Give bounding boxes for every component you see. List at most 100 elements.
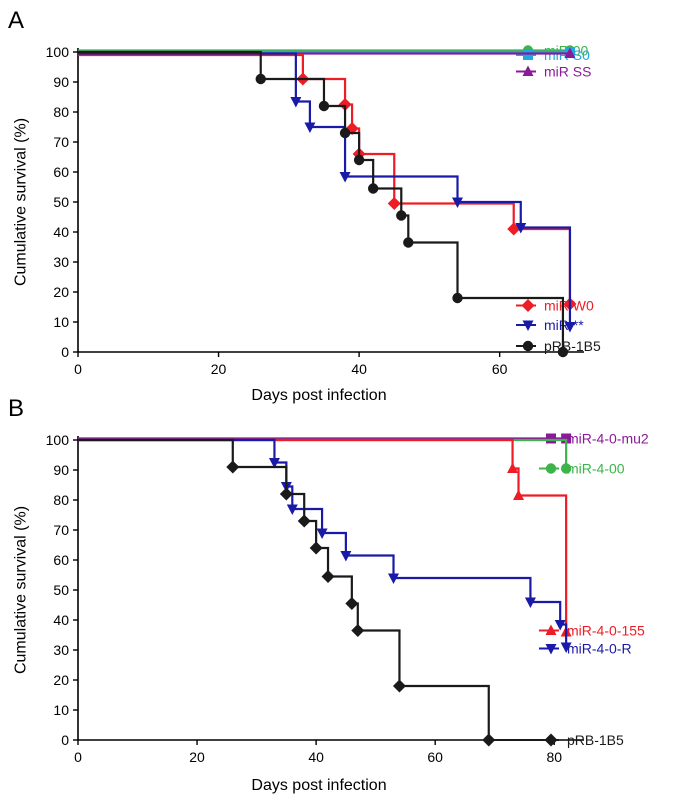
data-point-prb-1b5: [297, 514, 311, 528]
panel-letter-a: A: [8, 7, 24, 34]
x-tick-label: 20: [189, 749, 205, 765]
data-point-prb-1b5: [403, 237, 414, 248]
data-point-prb-1b5: [309, 541, 323, 555]
legend-label-mir-4-00: miR-4-00: [567, 461, 625, 477]
data-point-prb-1b5: [396, 210, 407, 221]
y-tick-label: 0: [61, 732, 69, 748]
y-axis-title: Cumulative survival (%): [13, 118, 30, 286]
panel-b: B 0 10 20 30 40 50 60 70 80 90 100 0 20 40 60 80 Days pos…: [8, 395, 649, 794]
data-point-prb-1b5: [255, 73, 266, 85]
y-tick-label: 40: [53, 224, 69, 240]
data-point-mir-ss: [564, 47, 576, 58]
legend-label-mir-ss: miR SS: [544, 64, 591, 80]
data-point-mir-4-0-r: [554, 620, 566, 631]
data-point-prb-1b5: [392, 679, 406, 693]
data-point-mir-4-0-r: [286, 504, 298, 515]
legend-marker-mir-w0: [521, 299, 535, 312]
data-point-mir-4-0-r: [560, 642, 572, 653]
y-tick-label: 30: [53, 254, 69, 270]
data-point-prb-1b5: [367, 183, 379, 194]
legend-label-prb-1b5: pRB-1B5: [567, 732, 624, 748]
data-point-prb-1b5: [452, 292, 463, 304]
legend-marker-mir-4-0-155: [545, 624, 557, 635]
data-point-mir-4-0-155: [507, 462, 519, 473]
x-tick-label: 60: [492, 361, 508, 377]
y-tick-label: 90: [53, 462, 69, 478]
y-tick-label: 50: [53, 194, 69, 210]
legend-marker-mir-4-0-r: [545, 644, 557, 655]
data-point-mir-4-00: [560, 463, 572, 474]
legend-label-mir-4-0-r: miR-4-0-R: [567, 641, 632, 657]
legend-marker-prb-1b5: [522, 340, 534, 352]
data-point-mir-w0: [338, 98, 352, 111]
y-tick-label: 100: [46, 44, 70, 60]
y-tick-label: 80: [53, 104, 69, 120]
y-tick-label: 20: [53, 672, 69, 688]
legend-label-mir: miR **: [544, 317, 584, 333]
y-tick-label: 20: [53, 284, 69, 300]
series-prb-1b5: pRB-1B5: [78, 438, 624, 748]
series-mir: miR **: [78, 52, 584, 333]
data-point-mir-w0: [387, 197, 401, 210]
data-point-mir-4-0-r: [524, 597, 536, 608]
y-tick-label: 10: [53, 314, 69, 330]
data-point-mir-4-0-r: [388, 573, 400, 584]
y-tick-label: 10: [53, 702, 69, 718]
x-axis-title: Days post infection: [251, 387, 386, 404]
data-point-mir: [290, 97, 302, 108]
y-tick-label: 100: [46, 432, 70, 448]
series-mir-4-00: miR-4-00: [78, 438, 625, 477]
x-tick-label: 0: [74, 361, 82, 377]
series-mir-w0: miR W0: [78, 53, 594, 314]
x-axis-title: Days post infection: [251, 777, 386, 794]
data-point-mir-4-0-r: [268, 458, 280, 469]
x-tick-label: 40: [308, 749, 324, 765]
series-line-mir-4-00: [78, 438, 568, 469]
data-point-mir: [515, 223, 527, 234]
y-tick-label: 50: [53, 582, 69, 598]
x-tick-label: 80: [546, 749, 562, 765]
data-point-prb-1b5: [353, 154, 365, 166]
data-point-prb-1b5: [339, 127, 351, 139]
x-tick-label: 20: [211, 361, 227, 377]
y-tick-label: 60: [53, 164, 69, 180]
data-point-prb-1b5: [557, 346, 569, 358]
series-line-mir-4-0-155: [78, 438, 568, 632]
data-point-mir: [452, 197, 463, 208]
series-line-prb-1b5: [78, 50, 565, 352]
series-line-mir-4-0-r: [78, 438, 568, 647]
legend-marker-mir-ss: [522, 65, 534, 76]
y-axis-title: Cumulative survival (%): [13, 506, 30, 674]
series-mir-4-0-155: miR-4-0-155: [78, 438, 645, 639]
y-tick-label: 60: [53, 552, 69, 568]
y-tick-label: 70: [53, 522, 69, 538]
data-point-prb-1b5: [351, 624, 365, 637]
legend-marker-mir-s0: [523, 50, 533, 60]
series-mir-4-0-mu2: miR-4-0-mu2: [78, 431, 649, 447]
series-prb-1b5: pRB-1B5: [78, 50, 601, 358]
data-point-prb-1b5: [226, 460, 240, 474]
x-tick-label: 0: [74, 749, 82, 765]
data-point-prb-1b5: [318, 100, 330, 112]
data-point-mir-4-0-r: [316, 528, 328, 539]
data-point-mir: [304, 122, 316, 133]
y-tick-label: 90: [53, 74, 69, 90]
series-mir-4-0-r: miR-4-0-R: [78, 438, 632, 657]
x-tick-label: 40: [351, 361, 367, 377]
legend-label-prb-1b5: pRB-1B5: [544, 338, 601, 354]
y-tick-label: 30: [53, 642, 69, 658]
legend-label-mir-4-0-mu2: miR-4-0-mu2: [567, 431, 649, 447]
x-tick-label: 60: [427, 749, 443, 765]
y-tick-label: 0: [61, 344, 69, 360]
data-point-mir-4-0-mu2: [561, 433, 572, 444]
legend-marker-mir-4-0-mu2: [546, 433, 556, 444]
series-line-prb-1b5: [78, 438, 490, 740]
data-point-prb-1b5: [321, 570, 335, 583]
y-tick-label: 40: [53, 612, 69, 628]
legend-marker-prb-1b5: [544, 733, 558, 747]
panel-letter-b: B: [8, 395, 24, 422]
data-point-mir-4-0-155: [513, 489, 525, 500]
legend-marker-mir: [522, 320, 534, 331]
data-point-prb-1b5: [345, 597, 359, 610]
